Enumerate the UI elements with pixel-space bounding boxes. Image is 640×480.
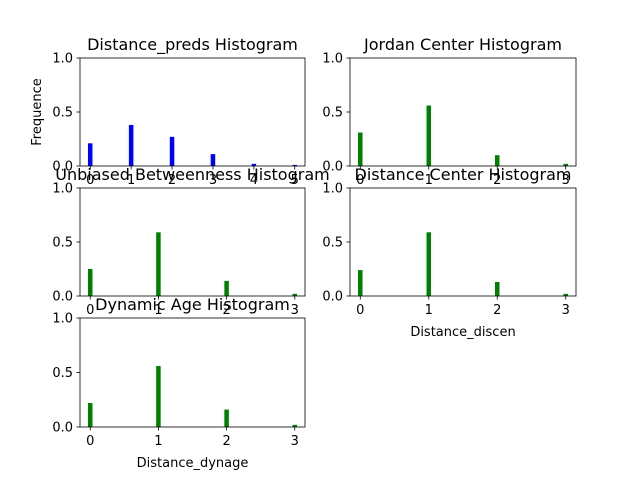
y-tick-label: 1.0 (52, 182, 73, 197)
histogram-bar (494, 281, 500, 296)
x-tick-label: 2 (168, 173, 176, 188)
y-tick-label: 0.5 (322, 236, 343, 251)
chart-title: Dynamic Age Histogram (95, 295, 290, 314)
histogram-bar (156, 365, 161, 427)
y-tick-label: 0.5 (322, 106, 343, 121)
histogram-bar (563, 293, 568, 296)
y-axis-label: Frequence (30, 78, 45, 145)
histogram-bar (87, 403, 93, 427)
x-tick-label: 0 (86, 303, 94, 318)
histogram-bar (358, 132, 363, 166)
histogram-bar (292, 293, 298, 296)
axes-frame (349, 57, 577, 167)
x-tick-label: 3 (209, 173, 217, 188)
histogram-bar (169, 136, 175, 166)
panel-distance-preds: 0.0 0.5 1.0 0 1 2 3 4 5 Frequence Distance_preds H… (30, 35, 306, 188)
histogram-bar (426, 232, 432, 296)
y-tick-label: 1.0 (322, 182, 343, 197)
histogram-bar (494, 155, 500, 166)
histogram-bar (563, 163, 568, 166)
histogram-bar (224, 409, 229, 427)
x-tick-label: 1 (154, 303, 162, 318)
histogram-bar (426, 105, 432, 166)
x-tick-label: 0 (86, 173, 94, 188)
histogram-bar (210, 154, 216, 166)
x-tick-label: 4 (250, 173, 258, 188)
panel-dynamic-age: 0.0 0.5 1.0 0 1 2 3 Distance_dynage Dynamic Age … (52, 295, 306, 471)
x-tick-label: 3 (291, 434, 299, 449)
chart-title: Unbiased Betweenness Histogram (55, 165, 329, 184)
x-axis-label: Distance_dynage (137, 456, 249, 471)
y-tick-label: 0.0 (322, 160, 343, 175)
axes-frame (79, 317, 306, 428)
x-tick-label: 0 (356, 303, 364, 318)
y-tick-label: 0.0 (52, 290, 73, 305)
axes-frame (79, 187, 306, 297)
x-tick-label: 1 (425, 303, 433, 318)
chart-title: Distance Center Histogram (355, 165, 572, 184)
histogram-bar (358, 270, 363, 296)
histogram-bar (87, 143, 93, 166)
chart-title: Jordan Center Histogram (363, 35, 562, 54)
x-tick-label: 2 (493, 303, 501, 318)
histogram-bar (292, 164, 298, 166)
y-tick-label: 1.0 (52, 52, 73, 67)
y-tick-label: 0.0 (52, 421, 73, 436)
x-tick-label: 2 (222, 303, 230, 318)
histogram-bar (251, 163, 257, 166)
y-tick-label: 1.0 (322, 52, 343, 67)
x-tick-label: 1 (154, 434, 162, 449)
x-tick-label: 3 (562, 173, 570, 188)
chart-title: Distance_preds Histogram (87, 35, 298, 55)
histogram-bar (224, 280, 229, 296)
x-tick-label: 0 (356, 173, 364, 188)
x-tick-label: 2 (222, 434, 230, 449)
histogram-bar (128, 124, 134, 166)
axes-frame (79, 57, 306, 167)
y-tick-label: 0.5 (52, 366, 73, 381)
x-tick-label: 2 (493, 173, 501, 188)
x-tick-label: 1 (127, 173, 135, 188)
x-tick-label: 1 (425, 173, 433, 188)
histogram-bar (87, 269, 93, 296)
panel-jordan-center: 0.0 0.5 1.0 0 1 2 3 Jordan Center Histogram (322, 35, 577, 188)
y-tick-label: 0.5 (52, 106, 73, 121)
x-tick-label: 0 (86, 434, 94, 449)
x-tick-label: 3 (291, 303, 299, 318)
y-tick-label: 0.0 (52, 160, 73, 175)
x-tick-label: 3 (562, 303, 570, 318)
axes-frame (349, 187, 577, 297)
y-tick-label: 0.0 (322, 290, 343, 305)
y-tick-label: 0.5 (52, 236, 73, 251)
histogram-bar (156, 232, 161, 296)
y-tick-label: 1.0 (52, 312, 73, 327)
x-tick-label: 5 (291, 173, 299, 188)
histogram-bar (292, 424, 298, 427)
panel-distance-center: 0.0 0.5 1.0 0 1 2 3 Distance_discen Distance Cen… (322, 165, 577, 340)
x-axis-label: Distance_discen (410, 325, 515, 340)
